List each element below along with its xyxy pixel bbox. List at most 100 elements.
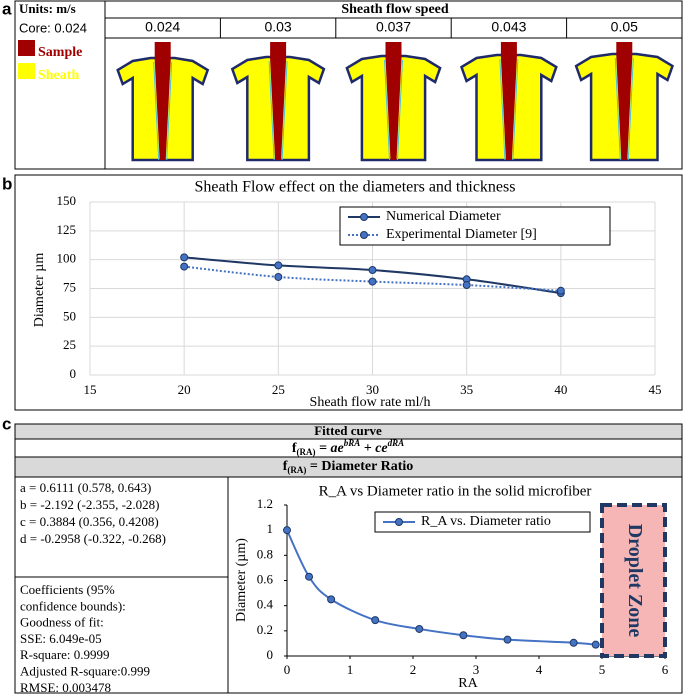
legend-label: Experimental Diameter [9]: [386, 227, 537, 242]
y-tick-label: 150: [57, 193, 77, 208]
core: [616, 42, 633, 160]
y-tick-label: 0: [267, 647, 274, 662]
column-label: 0.043: [491, 19, 526, 35]
droplet-zone: [600, 503, 667, 658]
legend-marker: [395, 518, 403, 526]
legend-label: R_A vs. Diameter ratio: [421, 514, 551, 529]
formula: f(RA) = Diameter Ratio: [283, 459, 414, 475]
units: Units: m/s: [19, 1, 76, 16]
x-tick-label: 2: [410, 662, 417, 677]
marker: [459, 631, 468, 640]
legend-label: Numerical Diameter: [386, 209, 501, 224]
sub: (RA): [287, 465, 306, 475]
legend-box: [374, 511, 591, 533]
core-edge: [166, 61, 173, 161]
y-tick-label: 0: [70, 366, 77, 381]
x-axis-label: Sheath flow rate ml/h: [310, 395, 431, 410]
fit-stat: Goodness of fit:: [20, 615, 104, 630]
panel-label: a: [2, 0, 12, 18]
sup: dRA: [388, 438, 405, 448]
legend-swatch: [18, 40, 35, 56]
sup: bRA: [344, 438, 361, 448]
marker: [180, 253, 189, 262]
core-edge: [499, 58, 506, 161]
marker: [503, 635, 512, 644]
core: [270, 42, 287, 160]
panel-label: b: [2, 174, 12, 193]
legend-label: Sample: [38, 45, 82, 60]
y-tick-label: 0.2: [257, 622, 273, 637]
core-edge: [397, 59, 403, 161]
legend-marker: [360, 231, 368, 239]
marker: [368, 277, 377, 286]
zone-label: Droplet Zone: [624, 524, 646, 638]
y-tick-label: 0.8: [257, 546, 273, 561]
fit-stat: Coefficients (95%: [20, 582, 115, 597]
coefficient: a = 0.6111 (0.578, 0.643): [20, 480, 151, 495]
x-tick-label: 15: [84, 382, 97, 397]
y-tick-label: 0.4: [257, 597, 274, 612]
rhs: = Diameter Ratio: [306, 459, 413, 474]
y-tick-label: 50: [63, 308, 76, 323]
x-axis-label: RA: [458, 676, 478, 691]
coefficient: d = -0.2958 (-0.322, -0.268): [20, 531, 166, 546]
x-tick-label: 20: [178, 382, 191, 397]
sub: (RA): [297, 447, 316, 457]
y-axis-label: Diameter µm: [32, 253, 47, 328]
y-tick-label: 25: [63, 337, 76, 352]
x-tick-label: 1: [347, 662, 354, 677]
y-tick-label: 125: [57, 222, 77, 237]
marker: [180, 262, 189, 271]
marker: [274, 261, 283, 270]
rhs: + ce: [360, 441, 387, 456]
formula: f(RA) = aebRA + cedRA: [292, 438, 404, 457]
core-edge: [384, 59, 390, 161]
fit-stat: Adjusted R-square:0.999: [20, 663, 150, 678]
y-axis-label: Diameter (µm): [234, 538, 249, 622]
marker: [371, 616, 380, 625]
x-tick-label: 35: [460, 382, 473, 397]
table-title: Fitted curve: [314, 423, 382, 438]
core-edge: [281, 60, 288, 161]
y-tick-label: 0.6: [257, 571, 274, 586]
fit-stat: confidence bounds):: [20, 598, 126, 613]
chart-title: R_A vs Diameter ratio in the solid micro…: [319, 483, 592, 499]
marker: [327, 595, 336, 604]
core-edge: [627, 57, 634, 161]
chart-title: Sheath Flow effect on the diameters and …: [195, 179, 516, 196]
x-tick-label: 4: [536, 662, 543, 677]
marker: [591, 640, 600, 649]
f: f: [292, 441, 297, 456]
column-label: 0.024: [145, 19, 180, 35]
column-label: 0.03: [264, 19, 291, 35]
y-tick-label: 100: [57, 251, 77, 266]
coefficient: c = 0.3884 (0.356, 0.4208): [20, 514, 159, 529]
marker: [569, 638, 578, 647]
x-tick-label: 3: [473, 662, 480, 677]
legend-box: [339, 206, 611, 246]
y-tick-label: 1: [267, 521, 274, 536]
header: Sheath flow speed: [341, 2, 449, 17]
panel-a-frame: [14, 0, 683, 170]
x-tick-label: 6: [662, 662, 669, 677]
series-line: [286, 529, 596, 646]
core: [154, 42, 171, 160]
x-tick-label: 5: [599, 662, 606, 677]
legend-label: Sheath: [38, 68, 79, 83]
panel-b-frame: [14, 174, 683, 411]
legend-marker: [360, 213, 368, 221]
core-edge: [614, 57, 621, 161]
x-tick-label: 25: [272, 382, 285, 397]
x-tick-label: 0: [284, 662, 291, 677]
marker: [462, 281, 471, 290]
marker: [368, 266, 377, 275]
y-tick-label: 75: [63, 279, 76, 294]
panel-label: c: [2, 414, 11, 433]
column-label: 0.037: [376, 19, 411, 35]
cell: [227, 476, 683, 694]
core: [385, 42, 402, 160]
marker: [274, 272, 283, 281]
coefficient: b = -2.192 (-2.355, -2.028): [20, 497, 159, 512]
